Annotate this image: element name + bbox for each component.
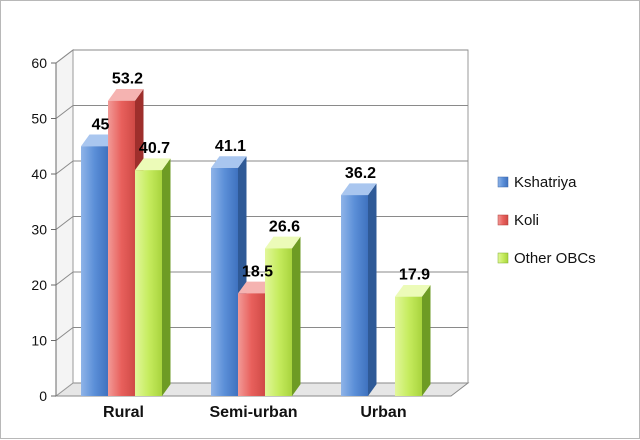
x-category-label: Rural bbox=[103, 404, 144, 421]
legend-swatch bbox=[497, 214, 509, 226]
legend-label: Koli bbox=[514, 212, 539, 229]
data-label: 17.9 bbox=[399, 267, 430, 284]
legend-label: Kshatriya bbox=[514, 174, 577, 191]
gridline-side bbox=[55, 160, 74, 175]
x-category-label: Semi-urban bbox=[209, 404, 297, 421]
gridline-side bbox=[55, 216, 74, 230]
y-tick-label: 60 bbox=[31, 55, 47, 71]
gridline-side bbox=[55, 271, 74, 286]
bar-other-obcs-semi-urban bbox=[265, 236, 301, 396]
gridline-side bbox=[55, 49, 74, 64]
gridline-side bbox=[55, 327, 74, 341]
data-label: 45 bbox=[92, 116, 110, 133]
data-label: 41.1 bbox=[215, 138, 246, 155]
data-label: 40.7 bbox=[139, 140, 170, 157]
data-label: 36.2 bbox=[345, 165, 376, 182]
y-tick-label: 10 bbox=[31, 333, 47, 349]
legend-swatch bbox=[497, 252, 509, 264]
y-tick-label: 0 bbox=[39, 388, 47, 404]
legend-label: Other OBCs bbox=[514, 250, 596, 267]
bar-other-obcs-rural bbox=[135, 158, 171, 396]
data-label: 18.5 bbox=[242, 263, 273, 280]
y-tick-label: 20 bbox=[31, 277, 47, 293]
y-tick-label: 50 bbox=[31, 111, 47, 127]
gridline-side bbox=[55, 105, 74, 119]
y-tick-label: 40 bbox=[31, 166, 47, 182]
y-tick-label: 30 bbox=[31, 222, 47, 238]
bar-other-obcs-urban bbox=[395, 284, 431, 396]
bar-koli-rural bbox=[108, 89, 144, 397]
bar-kshatriya-urban bbox=[341, 183, 377, 396]
x-category-label: Urban bbox=[360, 404, 406, 421]
data-label: 26.6 bbox=[269, 218, 300, 235]
data-label: 53.2 bbox=[112, 71, 143, 88]
legend-swatch bbox=[497, 176, 509, 188]
